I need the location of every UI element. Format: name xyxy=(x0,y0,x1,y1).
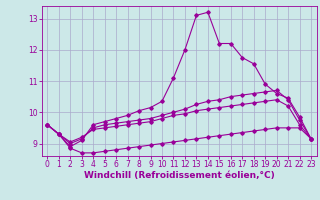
X-axis label: Windchill (Refroidissement éolien,°C): Windchill (Refroidissement éolien,°C) xyxy=(84,171,275,180)
